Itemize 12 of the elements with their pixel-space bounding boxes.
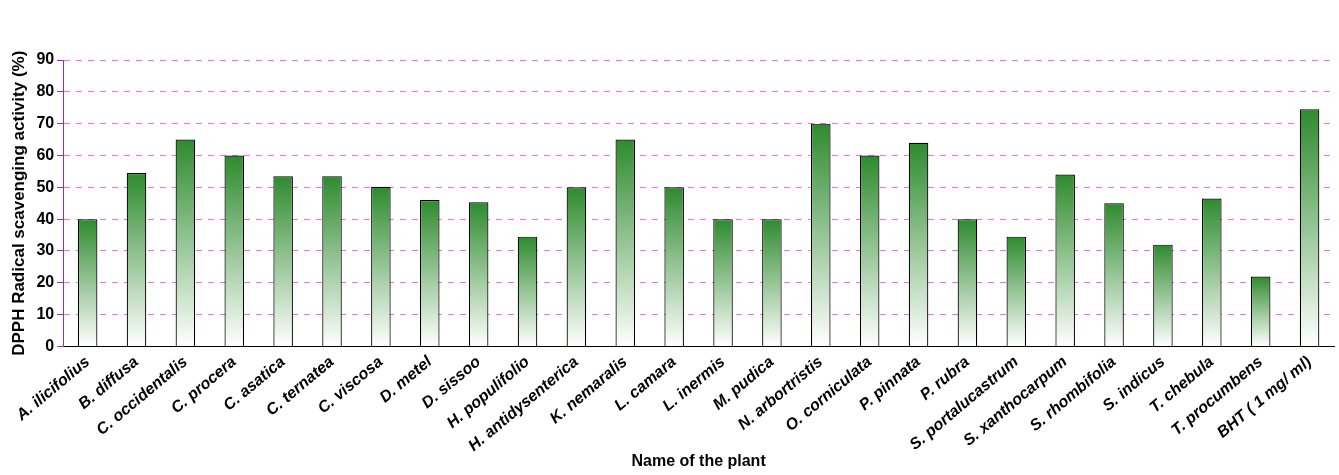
y-tick-label: 60 [36,145,55,163]
y-tick-label: 10 [36,305,55,323]
y-tick-label: 40 [36,209,55,227]
y-tick-label: 80 [36,82,55,100]
y-tick-label: 30 [36,241,55,259]
y-tick-label: 90 [36,50,55,68]
y-axis-title: DPPH Radical scavenging activity (%) [8,50,28,356]
y-tick-label: 70 [36,114,55,132]
y-tick-label: 20 [36,273,55,291]
x-axis-title: Name of the plant [631,451,767,469]
y-tick-label: 50 [36,177,55,195]
y-tick-label: 0 [45,336,55,354]
